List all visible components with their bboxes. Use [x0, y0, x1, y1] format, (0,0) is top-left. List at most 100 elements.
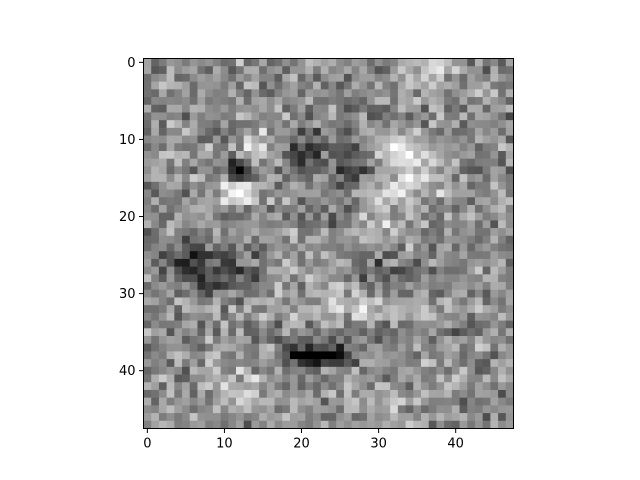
heatmap-cell: [474, 336, 484, 345]
heatmap-cell: [343, 120, 352, 129]
heatmap-cell: [482, 58, 491, 67]
heatmap-cell: [436, 297, 445, 306]
heatmap-cell: [297, 120, 306, 129]
heatmap-cell: [320, 235, 329, 244]
heatmap-cell: [274, 228, 283, 237]
heatmap-cell: [143, 204, 152, 214]
heatmap-cell: [459, 389, 468, 399]
heatmap-cell: [505, 351, 514, 360]
heatmap-cell: [205, 58, 214, 67]
heatmap-cell: [451, 405, 460, 414]
heatmap-cell: [289, 197, 299, 206]
heatmap-cell: [359, 413, 368, 422]
heatmap-cell: [182, 289, 191, 298]
heatmap-cell: [397, 351, 406, 360]
heatmap-cell: [390, 127, 399, 136]
heatmap-cell: [220, 328, 229, 337]
heatmap-cell: [182, 73, 191, 82]
heatmap-cell: [343, 235, 352, 244]
heatmap-cell: [405, 305, 414, 314]
heatmap-cell: [351, 297, 360, 306]
heatmap-cell: [243, 328, 252, 337]
heatmap-cell: [474, 181, 484, 190]
heatmap-cell: [174, 158, 183, 167]
heatmap-cell: [343, 151, 352, 160]
heatmap-cell: [197, 312, 206, 321]
heatmap-cell: [498, 197, 507, 206]
heatmap-cell: [289, 343, 299, 352]
heatmap-cell: [367, 312, 376, 321]
heatmap-cell: [459, 104, 468, 113]
heatmap-cell: [151, 251, 160, 260]
heatmap-cell: [143, 158, 152, 167]
heatmap-cell: [228, 81, 237, 90]
heatmap-cell: [236, 266, 245, 275]
heatmap-cell: [474, 405, 484, 414]
heatmap-cell: [205, 251, 214, 260]
heatmap-cell: [289, 120, 299, 129]
heatmap-cell: [397, 81, 406, 90]
heatmap-cell: [351, 351, 360, 360]
heatmap-cell: [490, 389, 499, 399]
heatmap-cell: [474, 189, 484, 198]
heatmap-cell: [444, 135, 453, 144]
heatmap-cell: [428, 112, 437, 121]
heatmap-cell: [482, 266, 491, 275]
heatmap-cell: [282, 58, 291, 67]
heatmap-cell: [297, 235, 306, 244]
heatmap-cell: [474, 382, 484, 391]
heatmap-cell: [359, 336, 368, 345]
heatmap-cell: [498, 66, 507, 75]
heatmap-cell: [151, 389, 160, 399]
heatmap-cell: [374, 97, 383, 106]
heatmap-cell: [498, 212, 507, 221]
heatmap-cell: [397, 359, 406, 368]
heatmap-cell: [320, 81, 329, 90]
heatmap-cell: [220, 220, 229, 229]
heatmap-cell: [390, 135, 399, 144]
heatmap-cell: [205, 166, 214, 175]
heatmap-cell: [158, 151, 167, 160]
heatmap-cell: [482, 343, 491, 352]
heatmap-cell: [382, 243, 391, 252]
heatmap-cell: [151, 189, 160, 198]
heatmap-cell: [405, 89, 414, 98]
heatmap-cell: [459, 305, 468, 314]
heatmap-cell: [236, 320, 245, 329]
heatmap-cell: [228, 258, 237, 267]
heatmap-cell: [313, 374, 322, 383]
heatmap-cell: [474, 120, 484, 129]
heatmap-cell: [405, 351, 414, 360]
heatmap-cell: [482, 235, 491, 244]
heatmap-cell: [182, 312, 191, 321]
heatmap-cell: [482, 112, 491, 121]
heatmap-cell: [158, 312, 167, 321]
heatmap-cell: [328, 151, 337, 160]
heatmap-cell: [444, 289, 453, 298]
heatmap-cell: [328, 235, 337, 244]
heatmap-cell: [351, 328, 360, 337]
heatmap-cell: [182, 228, 191, 237]
heatmap-cell: [374, 282, 383, 291]
heatmap-cell: [421, 289, 430, 298]
heatmap-cell: [405, 336, 414, 345]
heatmap-cell: [336, 243, 345, 252]
heatmap-cell: [297, 282, 306, 291]
heatmap-cell: [174, 243, 183, 252]
heatmap-cell: [182, 112, 191, 121]
heatmap-cell: [474, 413, 484, 422]
heatmap-cell: [251, 120, 260, 129]
heatmap-cell: [367, 320, 376, 329]
heatmap-cell: [205, 204, 214, 214]
heatmap-cell: [228, 243, 237, 252]
heatmap-cell: [413, 66, 422, 75]
heatmap-cell: [289, 389, 299, 399]
heatmap-cell: [482, 251, 491, 260]
heatmap-cell: [282, 89, 291, 98]
heatmap-cell: [282, 204, 291, 214]
heatmap-cell: [390, 420, 399, 429]
heatmap-cell: [143, 389, 152, 399]
heatmap-cell: [205, 366, 214, 375]
heatmap-cell: [505, 181, 514, 190]
heatmap-cell: [405, 251, 414, 260]
